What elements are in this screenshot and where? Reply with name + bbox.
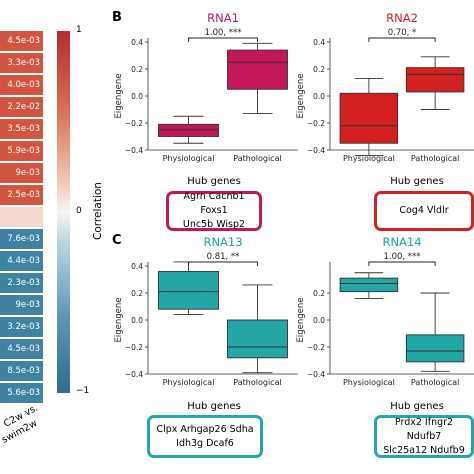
hub-gene-line: Prdx2 Ifngr2 Ndufb7 xyxy=(394,416,454,442)
heatmap-cell: 4.5e-03 xyxy=(0,339,43,359)
y-tick-label: −0.4 xyxy=(125,146,143,155)
x-tick-label: Physiological xyxy=(343,154,395,163)
y-tick-label: −0.2 xyxy=(125,119,143,128)
hub-title-rna2: Hub genes xyxy=(390,176,444,187)
y-tick-label: −0.2 xyxy=(307,343,325,352)
hub-genes-box-rna14: Prdx2 Ifngr2 Ndufb7 Slc25a12 Ndufb9 xyxy=(374,415,474,458)
significance-annotation: 0.81, ** xyxy=(207,252,240,262)
y-tick-label: −0.4 xyxy=(125,370,143,379)
hub-gene-line: Cog4 Vldlr xyxy=(399,205,449,216)
colorbar-tick-top: 1 xyxy=(76,25,82,35)
y-tick-label: 0.2 xyxy=(131,65,143,74)
y-tick-label: −0.4 xyxy=(307,370,325,379)
heatmap-cell: 2.5e-03 xyxy=(0,185,43,205)
y-axis-label: Eigengene xyxy=(296,298,306,343)
heatmap-cell: 3.3e-03 xyxy=(0,53,43,73)
hub-gene-line: Slc25a12 Ndufb9 xyxy=(383,444,465,456)
y-tick-label: 0.2 xyxy=(131,289,143,298)
box-iqr xyxy=(158,270,219,310)
significance-annotation: 1.00, *** xyxy=(204,28,241,38)
panel-label-b: B xyxy=(112,10,122,25)
box-iqr xyxy=(158,123,219,137)
box-iqr xyxy=(339,92,399,144)
y-tick-label: −0.2 xyxy=(125,343,143,352)
x-tick-label: Pathological xyxy=(233,378,281,387)
hub-title-rna14: Hub genes xyxy=(390,401,444,412)
significance-bracket xyxy=(368,37,436,42)
heatmap-cell: 4.5e-03 xyxy=(0,31,43,51)
heatmap: 4.5e-03 3.3e-03 4.0e-03 2.2e-02 3.5e-03 5.9e-… xyxy=(0,31,43,404)
y-tick-label: 0.0 xyxy=(131,92,143,101)
colorbar-tick-bottom: −1 xyxy=(76,386,90,396)
y-tick-label: 0.0 xyxy=(131,316,143,325)
x-tick-label: Pathological xyxy=(233,154,281,163)
x-tick-label: Pathological xyxy=(411,378,459,387)
hub-title-rna13: Hub genes xyxy=(187,401,241,412)
chart-title: RNA2 xyxy=(386,11,418,25)
significance-annotation: 0.70, * xyxy=(388,28,417,38)
x-tick-label: Physiological xyxy=(163,154,215,163)
box-iqr xyxy=(227,319,288,359)
heatmap-cell: 2.2e-02 xyxy=(0,97,43,117)
box-iqr xyxy=(405,334,465,363)
chart-title: RNA13 xyxy=(203,235,242,249)
heatmap-cell: 4.0e-03 xyxy=(0,75,43,95)
y-tick-label: −0.2 xyxy=(307,119,325,128)
box-iqr xyxy=(339,277,399,293)
box-iqr xyxy=(405,67,465,93)
heatmap-cell: 3.2e-03 xyxy=(0,317,43,337)
hub-title-rna1: Hub genes xyxy=(187,176,241,187)
y-axis-label: Eigengene xyxy=(114,298,124,343)
colorbar-tick-mid: 0 xyxy=(76,206,82,216)
hub-gene-line: Clpx Arhgap26 Sdha xyxy=(156,423,254,435)
heatmap-cell: 7.6e-03 xyxy=(0,229,43,249)
box-iqr xyxy=(227,49,288,90)
colorbar xyxy=(57,31,70,393)
heatmap-cell: 4.4e-03 xyxy=(0,251,43,271)
hub-genes-box-rna13: Clpx Arhgap26 Sdha Idh3g Dcaf6 xyxy=(147,415,263,458)
y-tick-label: −0.4 xyxy=(307,146,325,155)
y-tick-label: 0.2 xyxy=(313,65,325,74)
x-tick-label: Physiological xyxy=(163,378,215,387)
y-tick-label: 0.4 xyxy=(131,262,143,271)
chart-title: RNA1 xyxy=(207,11,239,25)
y-tick-label: 0.2 xyxy=(313,289,325,298)
x-tick-label: Physiological xyxy=(343,378,395,387)
y-tick-label: 0.4 xyxy=(131,38,143,47)
y-tick-label: 0.0 xyxy=(313,316,325,325)
heatmap-cell: 2.3e-03 xyxy=(0,273,43,293)
y-tick-label: 0.0 xyxy=(313,92,325,101)
x-tick-label: Pathological xyxy=(411,154,459,163)
hub-genes-box-rna2: Cog4 Vldlr xyxy=(374,191,474,231)
significance-bracket xyxy=(188,37,258,42)
significance-annotation: 1.00, *** xyxy=(383,252,420,262)
panel-label-c: C xyxy=(112,233,122,248)
hub-gene-line: Idh3g Dcaf6 xyxy=(176,437,234,449)
y-axis-label: Eigengene xyxy=(114,74,124,119)
hub-genes-box-rna1: Agrn Cacnb1 Foxs1 Unc5b Wisp2 xyxy=(166,191,262,231)
y-tick-label: 0.4 xyxy=(313,38,325,47)
heatmap-cell: 8.5e-03 xyxy=(0,361,43,381)
hub-gene-line: Agrn Cacnb1 Foxs1 xyxy=(183,191,245,216)
heatmap-cell: 9e-03 xyxy=(0,295,43,315)
heatmap-cell: 9e-03 xyxy=(0,163,43,183)
hub-gene-line: Unc5b Wisp2 xyxy=(182,219,246,230)
y-axis-label: Eigengene xyxy=(296,74,306,119)
heatmap-cell: 5.9e-03 xyxy=(0,141,43,161)
heatmap-cell xyxy=(0,207,43,227)
significance-bracket xyxy=(368,261,436,266)
heatmap-cell: 5.6e-03 xyxy=(0,383,43,403)
heatmap-cell: 3.5e-03 xyxy=(0,119,43,139)
chart-title: RNA14 xyxy=(382,235,421,249)
significance-bracket xyxy=(188,261,258,266)
